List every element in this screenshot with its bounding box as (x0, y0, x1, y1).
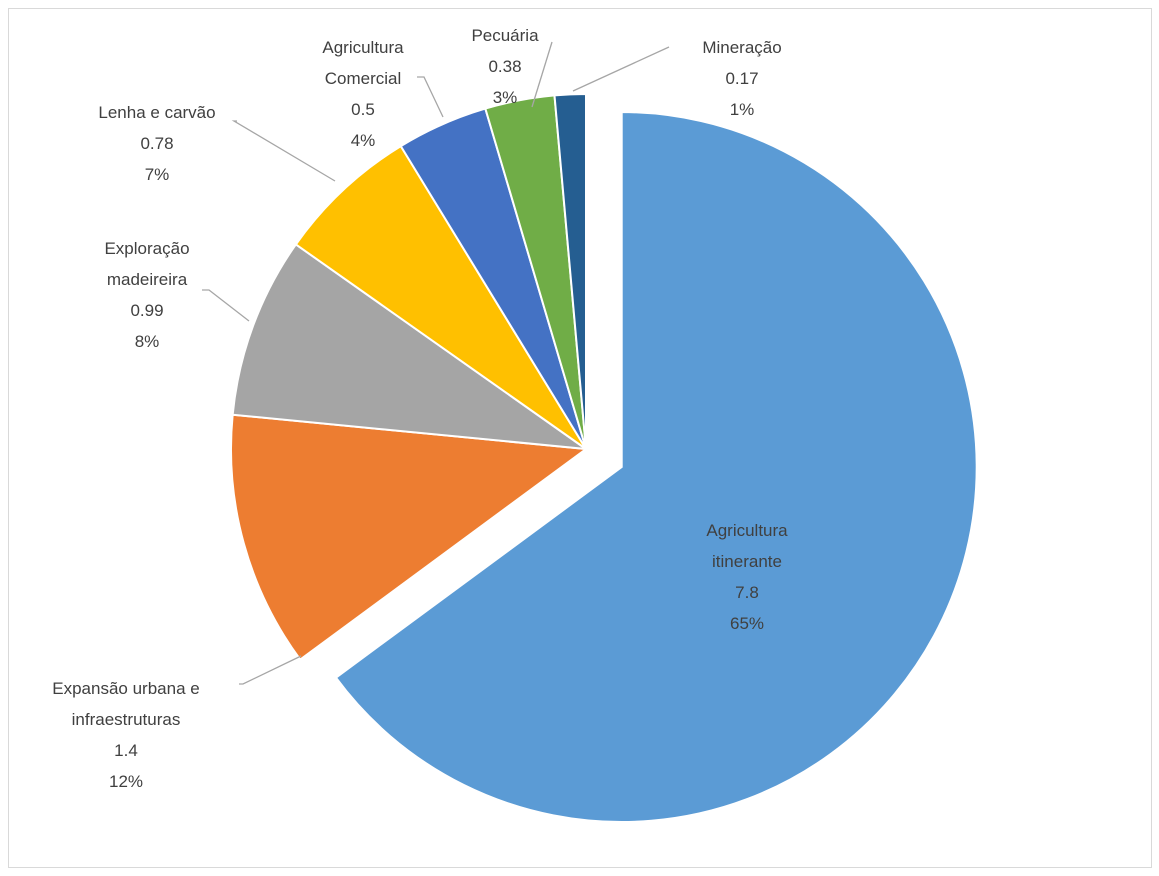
label-percent: 3% (493, 88, 518, 107)
label-name: Agricultura (706, 521, 788, 540)
label-name: madeireira (107, 270, 188, 289)
label-value: 0.78 (140, 134, 173, 153)
data-label-6: Pecuária 0.38 3% (471, 26, 539, 107)
label-value: 0.38 (488, 57, 521, 76)
label-percent: 8% (135, 332, 160, 351)
pie-slice-1 (334, 111, 978, 823)
data-label-1: Agricultura itinerante 7.8 65% (706, 521, 788, 633)
label-name: Mineração (702, 38, 781, 57)
label-name: Agricultura (322, 38, 404, 57)
leader-line-4 (231, 120, 336, 182)
label-value: 7.8 (735, 583, 759, 602)
label-percent: 4% (351, 131, 376, 150)
leader-line-2 (239, 655, 302, 685)
label-name: Expansão urbana e (52, 679, 199, 698)
data-label-2: Expansão urbana e infraestruturas 1.4 12% (52, 679, 199, 791)
label-name: itinerante (712, 552, 782, 571)
label-value: 0.17 (725, 69, 758, 88)
data-label-4: Lenha e carvão 0.78 7% (98, 103, 215, 184)
leader-line-5 (417, 76, 444, 118)
pie-slices (230, 92, 978, 823)
label-value: 0.5 (351, 100, 375, 119)
data-label-7: Mineração 0.17 1% (702, 38, 781, 119)
label-name: Pecuária (471, 26, 539, 45)
label-name: Comercial (325, 69, 402, 88)
data-label-3: Exploração madeireira 0.99 8% (104, 239, 189, 351)
pie-slice-3 (231, 243, 590, 451)
pie-slice-7 (553, 92, 587, 450)
leader-line-7 (572, 46, 670, 92)
data-label-5: Agricultura Comercial 0.5 4% (322, 38, 404, 150)
leader-line-3 (202, 289, 250, 322)
pie-chart: Agricultura itinerante 7.8 65% Expansão urba… (52, 26, 978, 823)
label-value: 1.4 (114, 741, 138, 760)
label-name: Lenha e carvão (98, 103, 215, 122)
label-value: 0.99 (130, 301, 163, 320)
label-percent: 65% (730, 614, 764, 633)
pie-slice-4 (294, 144, 587, 450)
leader-line-6 (531, 41, 553, 108)
label-percent: 12% (109, 772, 143, 791)
pie-slice-2 (230, 413, 589, 662)
label-percent: 1% (730, 100, 755, 119)
chart-frame: Agricultura itinerante 7.8 65% Expansão urba… (8, 8, 1152, 868)
label-name: infraestruturas (72, 710, 181, 729)
label-percent: 7% (145, 165, 170, 184)
label-name: Exploração (104, 239, 189, 258)
